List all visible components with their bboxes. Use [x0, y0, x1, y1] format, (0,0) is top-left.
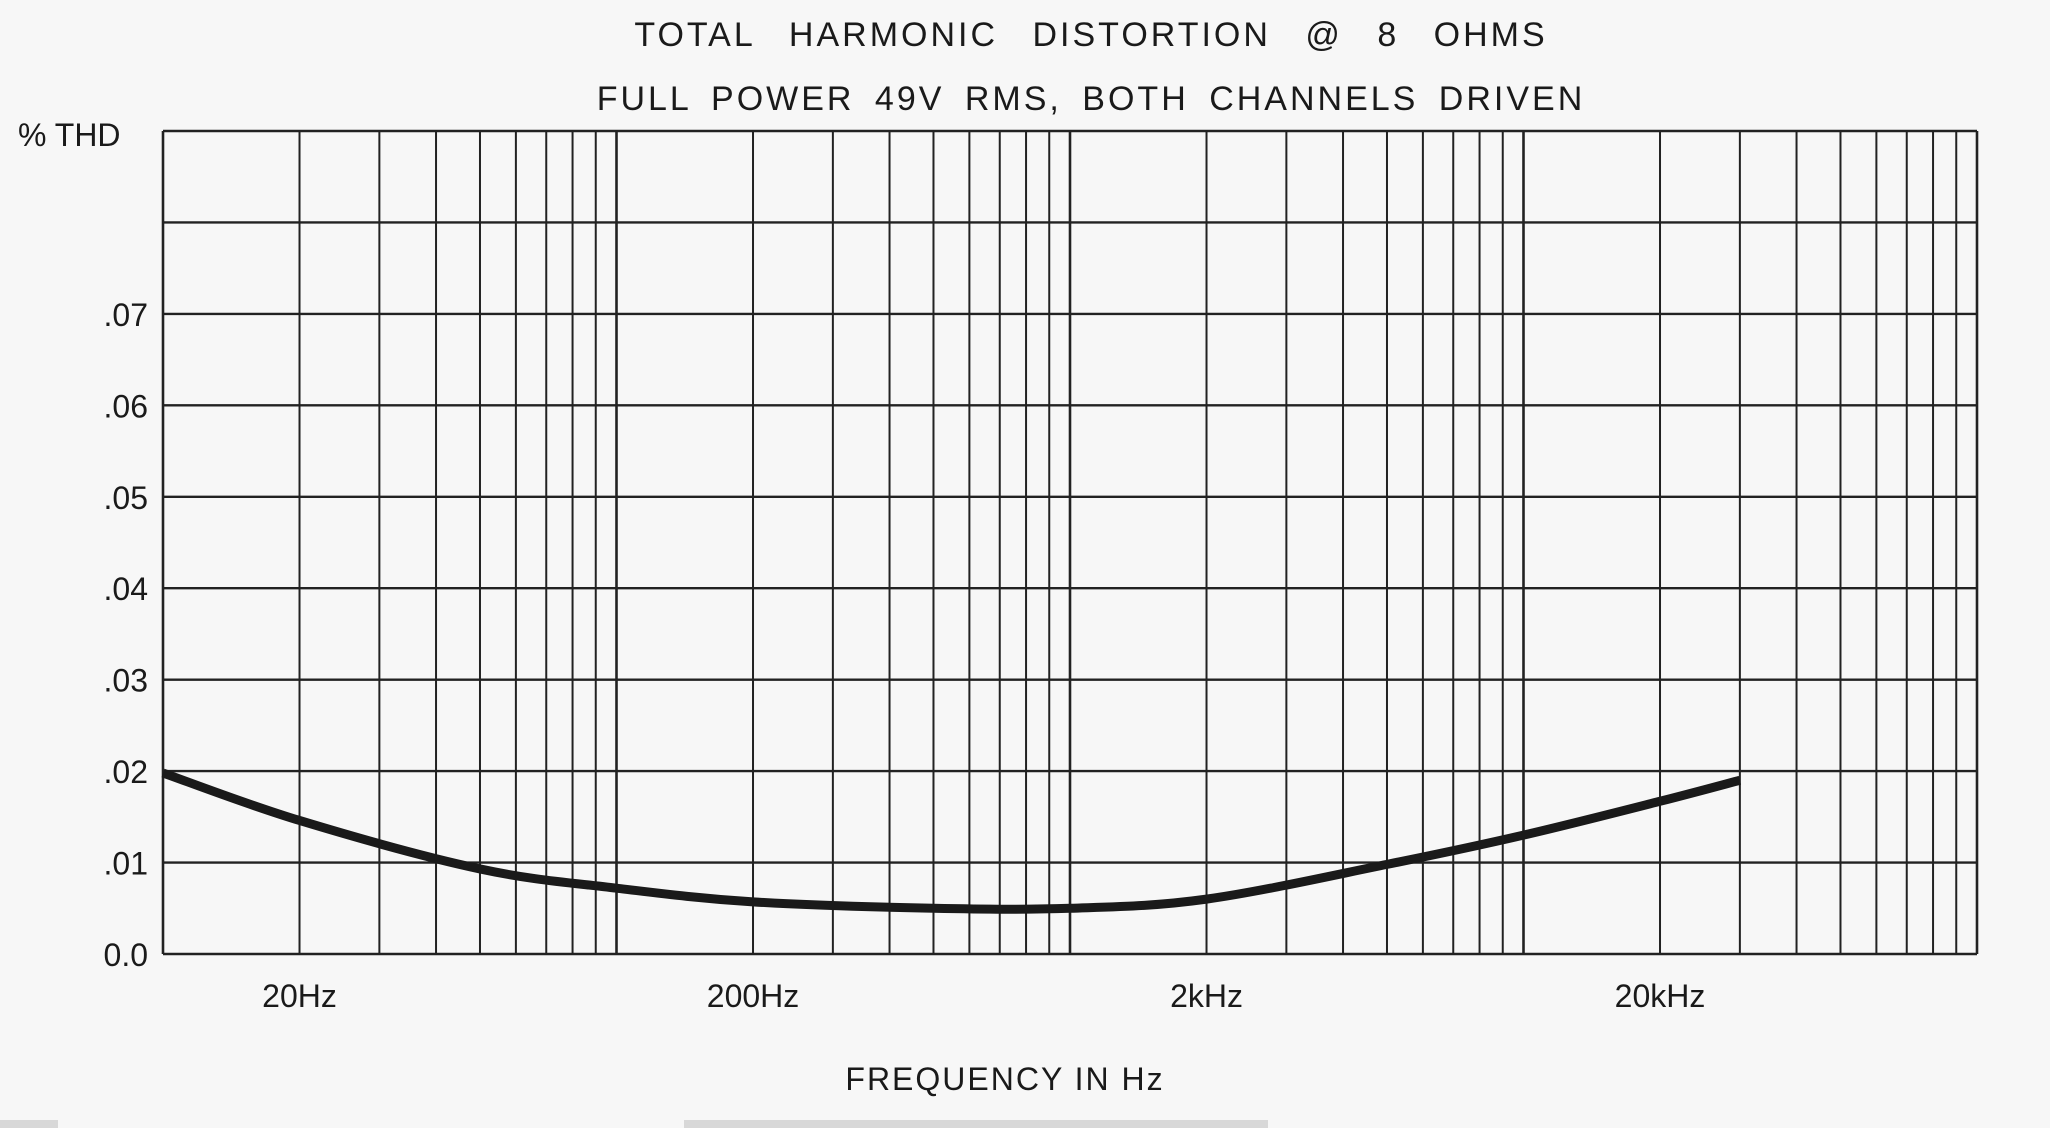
scrollbar-left[interactable] — [0, 1120, 58, 1128]
chart-title: TOTAL HARMONIC DISTORTION @ 8 OHMS — [634, 16, 1548, 54]
thd-curve — [161, 768, 1742, 914]
y-tick-label: .05 — [104, 480, 148, 516]
y-tick-label: .02 — [104, 754, 148, 790]
x-axis-label: FREQUENCY IN Hz — [845, 1061, 1164, 1097]
x-tick-label: 20kHz — [1615, 978, 1706, 1014]
x-tick-label: 20Hz — [262, 978, 337, 1014]
scrollbar-thumb[interactable] — [684, 1120, 1268, 1128]
chart-subtitle: FULL POWER 49V RMS, BOTH CHANNELS DRIVEN — [596, 80, 1586, 118]
y-tick-label: .01 — [104, 846, 148, 882]
y-tick-label: .03 — [104, 663, 148, 699]
y-tick-label: 0.0 — [104, 937, 148, 973]
y-tick-label: .04 — [104, 571, 148, 607]
y-tick-label: .06 — [104, 388, 148, 424]
y-axis-label: % THD — [18, 117, 121, 153]
y-tick-label: .07 — [104, 297, 148, 333]
x-tick-label: 2kHz — [1170, 978, 1243, 1014]
x-tick-label: 200Hz — [707, 978, 800, 1014]
